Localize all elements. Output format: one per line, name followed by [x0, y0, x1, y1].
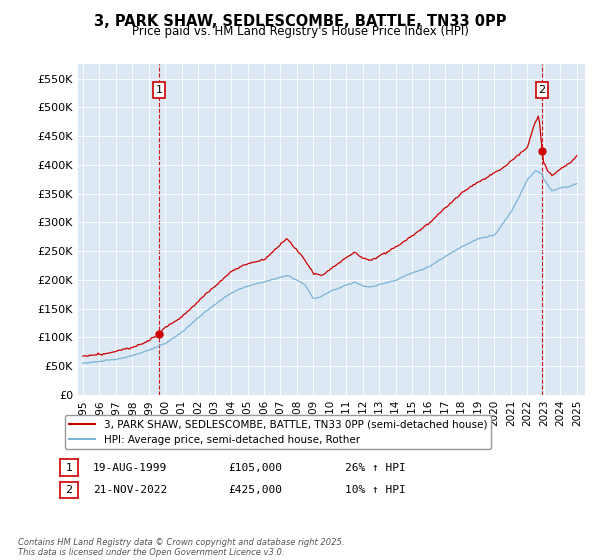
Text: 2: 2 [65, 485, 73, 495]
Text: 19-AUG-1999: 19-AUG-1999 [93, 463, 167, 473]
Text: 10% ↑ HPI: 10% ↑ HPI [345, 485, 406, 495]
Text: 21-NOV-2022: 21-NOV-2022 [93, 485, 167, 495]
Text: 3, PARK SHAW, SEDLESCOMBE, BATTLE, TN33 0PP: 3, PARK SHAW, SEDLESCOMBE, BATTLE, TN33 … [94, 14, 506, 29]
Text: Contains HM Land Registry data © Crown copyright and database right 2025.
This d: Contains HM Land Registry data © Crown c… [18, 538, 344, 557]
Text: Price paid vs. HM Land Registry's House Price Index (HPI): Price paid vs. HM Land Registry's House … [131, 25, 469, 38]
Text: £105,000: £105,000 [228, 463, 282, 473]
Text: 26% ↑ HPI: 26% ↑ HPI [345, 463, 406, 473]
Text: 1: 1 [155, 85, 163, 95]
Text: 1: 1 [65, 463, 73, 473]
Text: 2: 2 [538, 85, 545, 95]
Legend: 3, PARK SHAW, SEDLESCOMBE, BATTLE, TN33 0PP (semi-detached house), HPI: Average : 3, PARK SHAW, SEDLESCOMBE, BATTLE, TN33 … [65, 415, 491, 449]
Text: £425,000: £425,000 [228, 485, 282, 495]
